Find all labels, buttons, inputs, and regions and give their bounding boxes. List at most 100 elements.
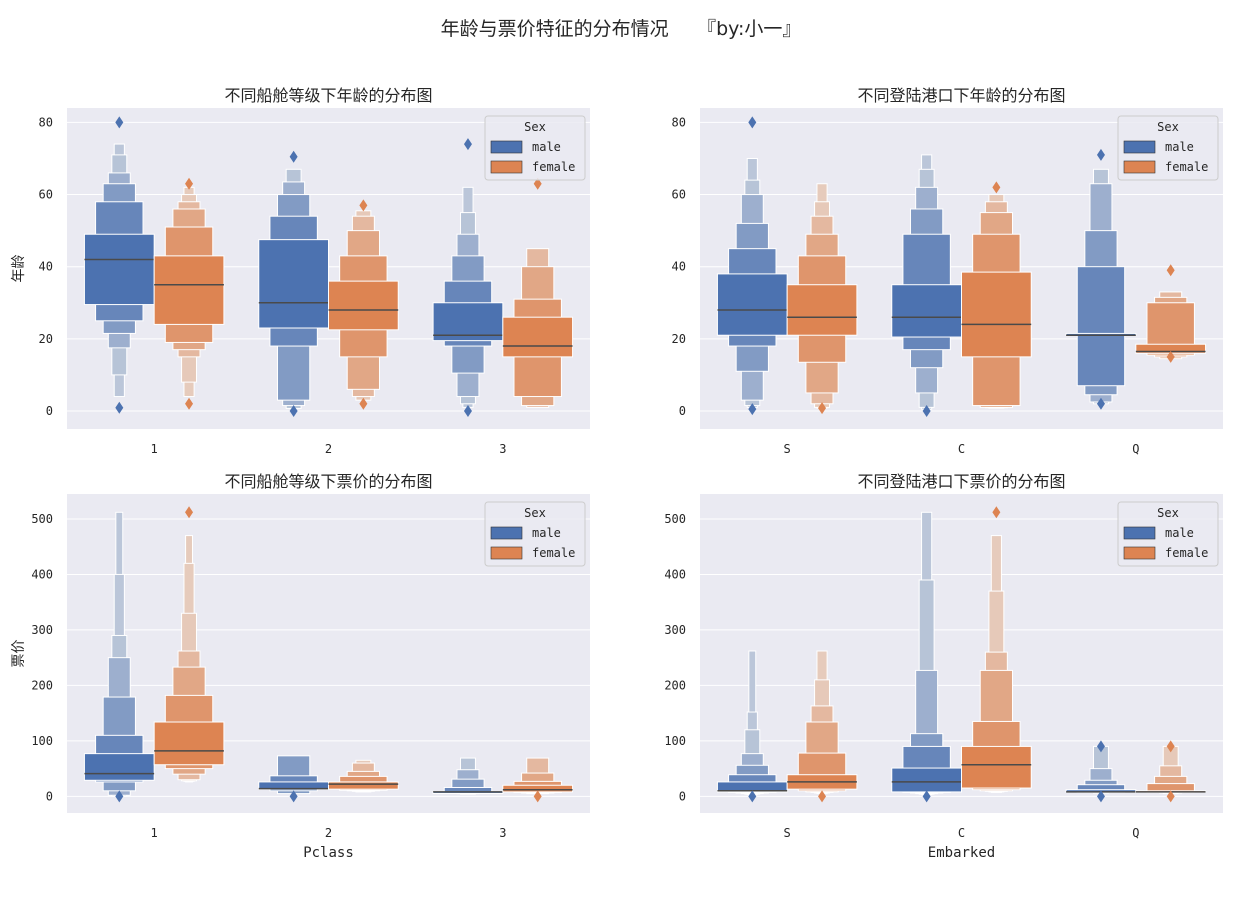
legend-swatch: [490, 526, 523, 540]
legend-label: female: [1165, 546, 1208, 560]
legend-title: Sex: [524, 506, 546, 520]
boxen-box: [891, 767, 962, 793]
y-tick-label: 0: [46, 789, 53, 803]
x-tick-label: C: [958, 826, 965, 840]
outlier-marker: [1096, 148, 1105, 161]
boxen-box: [153, 255, 225, 325]
x-tick-label: S: [784, 442, 791, 456]
y-tick-label: 400: [664, 567, 686, 581]
outlier-marker: [1166, 790, 1175, 803]
legend-label: male: [1165, 526, 1194, 540]
boxen-box: [83, 233, 155, 306]
x-tick-label: S: [784, 826, 791, 840]
outlier-marker: [748, 116, 757, 129]
x-tick-label: 1: [151, 442, 158, 456]
outlier-marker: [289, 404, 298, 417]
outlier-marker: [1166, 264, 1175, 277]
boxen-box: [786, 284, 858, 336]
x-tick-label: 2: [325, 442, 332, 456]
outlier-marker: [922, 404, 931, 417]
boxen-box: [961, 745, 1032, 789]
y-tick-label: 500: [664, 512, 686, 526]
outlier-marker: [533, 790, 542, 803]
outlier-marker: [1096, 740, 1105, 753]
legend: Sex male female: [1117, 115, 1219, 181]
x-tick-label: 3: [499, 442, 506, 456]
outlier-marker: [185, 177, 194, 190]
subplot-4: 0 100 200 300 400 500 S C Q 不同登陆港口下票价的分布图 Embarked…: [664, 472, 1223, 861]
y-tick-label: 20: [39, 332, 53, 346]
outlier-marker: [115, 116, 124, 129]
boxen-box: [891, 284, 962, 338]
outlier-marker: [533, 177, 542, 190]
outlier-marker: [359, 199, 368, 212]
legend-label: female: [532, 160, 575, 174]
y-tick-label: 0: [46, 404, 53, 418]
outlier-marker: [1096, 397, 1105, 410]
outlier-marker: [818, 790, 827, 803]
legend-swatch: [490, 160, 523, 174]
outlier-marker: [1096, 790, 1105, 803]
outlier-marker: [289, 150, 298, 163]
y-tick-label: 200: [664, 678, 686, 692]
y-tick-label: 40: [39, 260, 53, 274]
y-tick-label: 80: [39, 115, 53, 129]
x-tick-label: 1: [151, 826, 158, 840]
x-tick-label: 2: [325, 826, 332, 840]
x-axis-label: Pclass: [303, 845, 354, 861]
legend: Sex male female: [484, 501, 586, 567]
outlier-marker: [463, 138, 472, 151]
outlier-marker: [289, 790, 298, 803]
outlier-marker: [818, 402, 827, 415]
y-tick-label: 60: [39, 188, 53, 202]
y-axis-label: 票价: [11, 640, 27, 668]
y-tick-label: 500: [31, 512, 53, 526]
outlier-marker: [115, 401, 124, 414]
y-tick-label: 60: [672, 188, 686, 202]
subplot-3: 0 100 200 300 400 500 1 2 3 不同船舱等级下票价的分布图 Pclass 票价…: [11, 472, 590, 861]
legend-label: male: [532, 526, 561, 540]
y-tick-label: 80: [672, 115, 686, 129]
x-tick-label: Q: [1132, 826, 1139, 840]
y-tick-label: 100: [664, 734, 686, 748]
subplot-2: 0 20 40 60 80 S C Q 不同登陆港口下年龄的分布图 Sex male female: [672, 86, 1223, 456]
outlier-marker: [748, 790, 757, 803]
outlier-marker: [359, 397, 368, 410]
boxen-box: [153, 721, 225, 766]
y-tick-label: 0: [679, 789, 686, 803]
outlier-marker: [185, 506, 194, 519]
boxen-box: [502, 316, 574, 358]
y-tick-label: 200: [31, 678, 53, 692]
x-tick-label: C: [958, 442, 965, 456]
outlier-marker: [748, 403, 757, 416]
outlier-marker: [922, 790, 931, 803]
legend-swatch: [1123, 160, 1156, 174]
panel-title: 不同船舱等级下票价的分布图: [224, 472, 432, 491]
outlier-marker: [1166, 350, 1175, 363]
boxen-box: [83, 753, 155, 781]
boxen-box: [328, 781, 399, 790]
outlier-marker: [463, 404, 472, 417]
panel-title: 不同登陆港口下年龄的分布图: [857, 86, 1065, 105]
legend-label: female: [532, 546, 575, 560]
y-axis-label: 年龄: [11, 255, 27, 283]
legend: Sex male female: [484, 115, 586, 181]
legend-title: Sex: [524, 120, 546, 134]
legend-title: Sex: [1157, 120, 1179, 134]
x-tick-label: Q: [1132, 442, 1139, 456]
y-tick-label: 0: [679, 404, 686, 418]
legend-title: Sex: [1157, 506, 1179, 520]
legend-label: male: [532, 140, 561, 154]
legend-swatch: [1123, 546, 1156, 560]
legend-label: male: [1165, 140, 1194, 154]
y-tick-label: 40: [672, 260, 686, 274]
y-tick-label: 300: [664, 623, 686, 637]
figure-suptitle: 年龄与票价特征的分布情况 『by:小一』: [441, 18, 802, 40]
boxen-box: [258, 239, 329, 329]
legend-swatch: [490, 546, 523, 560]
boxen-box: [1076, 266, 1126, 387]
y-tick-label: 20: [672, 332, 686, 346]
